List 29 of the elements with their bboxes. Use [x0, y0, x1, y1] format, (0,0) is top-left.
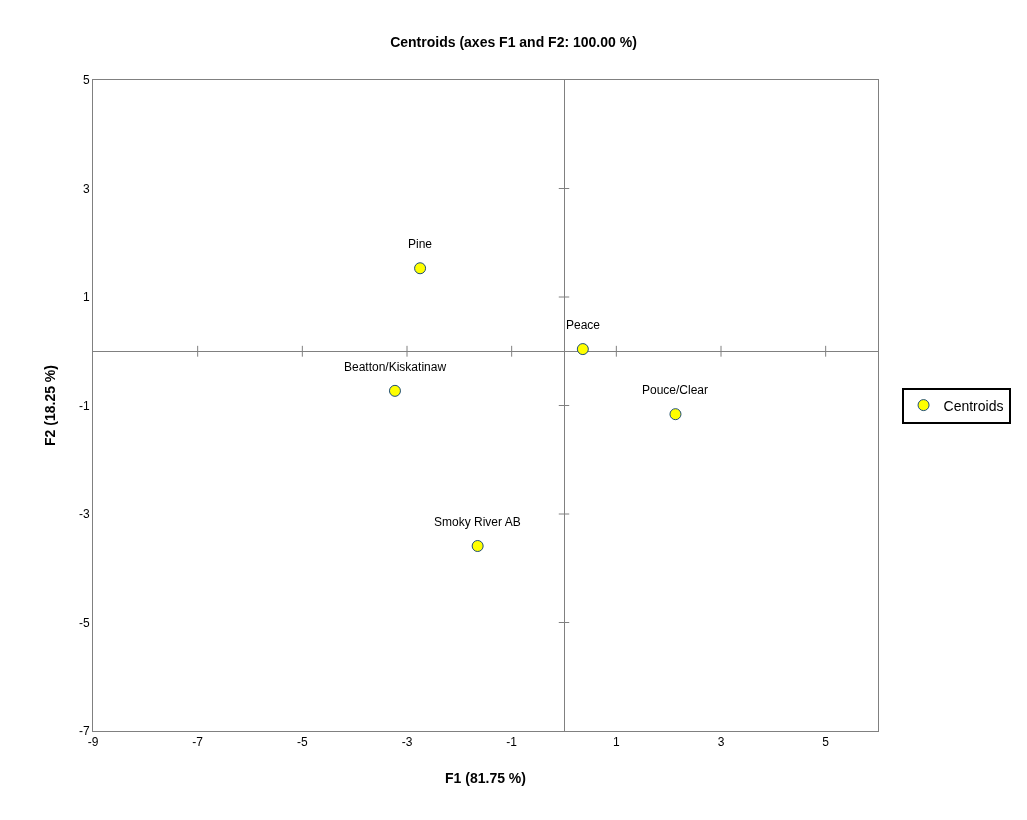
- x-tick-label: -5: [296, 735, 308, 750]
- y-tick-label: 3: [82, 181, 90, 196]
- x-tick-label: 3: [717, 735, 725, 750]
- point: [471, 540, 484, 553]
- y-tick-label: -3: [78, 507, 90, 522]
- annotation: Pine: [408, 237, 433, 251]
- y-tick-label: 1: [82, 290, 90, 305]
- point: [414, 262, 427, 275]
- x-axis-title: F1 (81.75 %): [445, 770, 526, 786]
- x-tick-label: 5: [822, 735, 830, 750]
- x-tick-label: -1: [506, 735, 518, 750]
- annotation: Pouce/Clear: [642, 383, 709, 397]
- y-axis-title: F2 (18.25 %): [42, 365, 58, 446]
- y-tick-label: -5: [78, 615, 90, 630]
- y-tick-label: -7: [78, 724, 90, 739]
- x-tick-label: -7: [192, 735, 204, 750]
- x-tick-label: 1: [612, 735, 620, 750]
- point: [388, 384, 401, 397]
- annotation: Peace: [566, 318, 601, 332]
- annotation: Smoky River AB: [434, 515, 521, 529]
- legend-label: Centroids: [943, 397, 1004, 414]
- x-tick-label: -9: [87, 735, 99, 750]
- point: [576, 343, 589, 356]
- x-tick-label: -3: [401, 735, 413, 750]
- chart-title: Centroids (axes F1 and F2: 100.00 %): [390, 33, 637, 50]
- annotation: Beatton/Kiskatinaw: [344, 360, 447, 374]
- point: [669, 408, 682, 421]
- y-tick-label: -1: [78, 398, 90, 413]
- y-tick-label: 5: [82, 73, 90, 88]
